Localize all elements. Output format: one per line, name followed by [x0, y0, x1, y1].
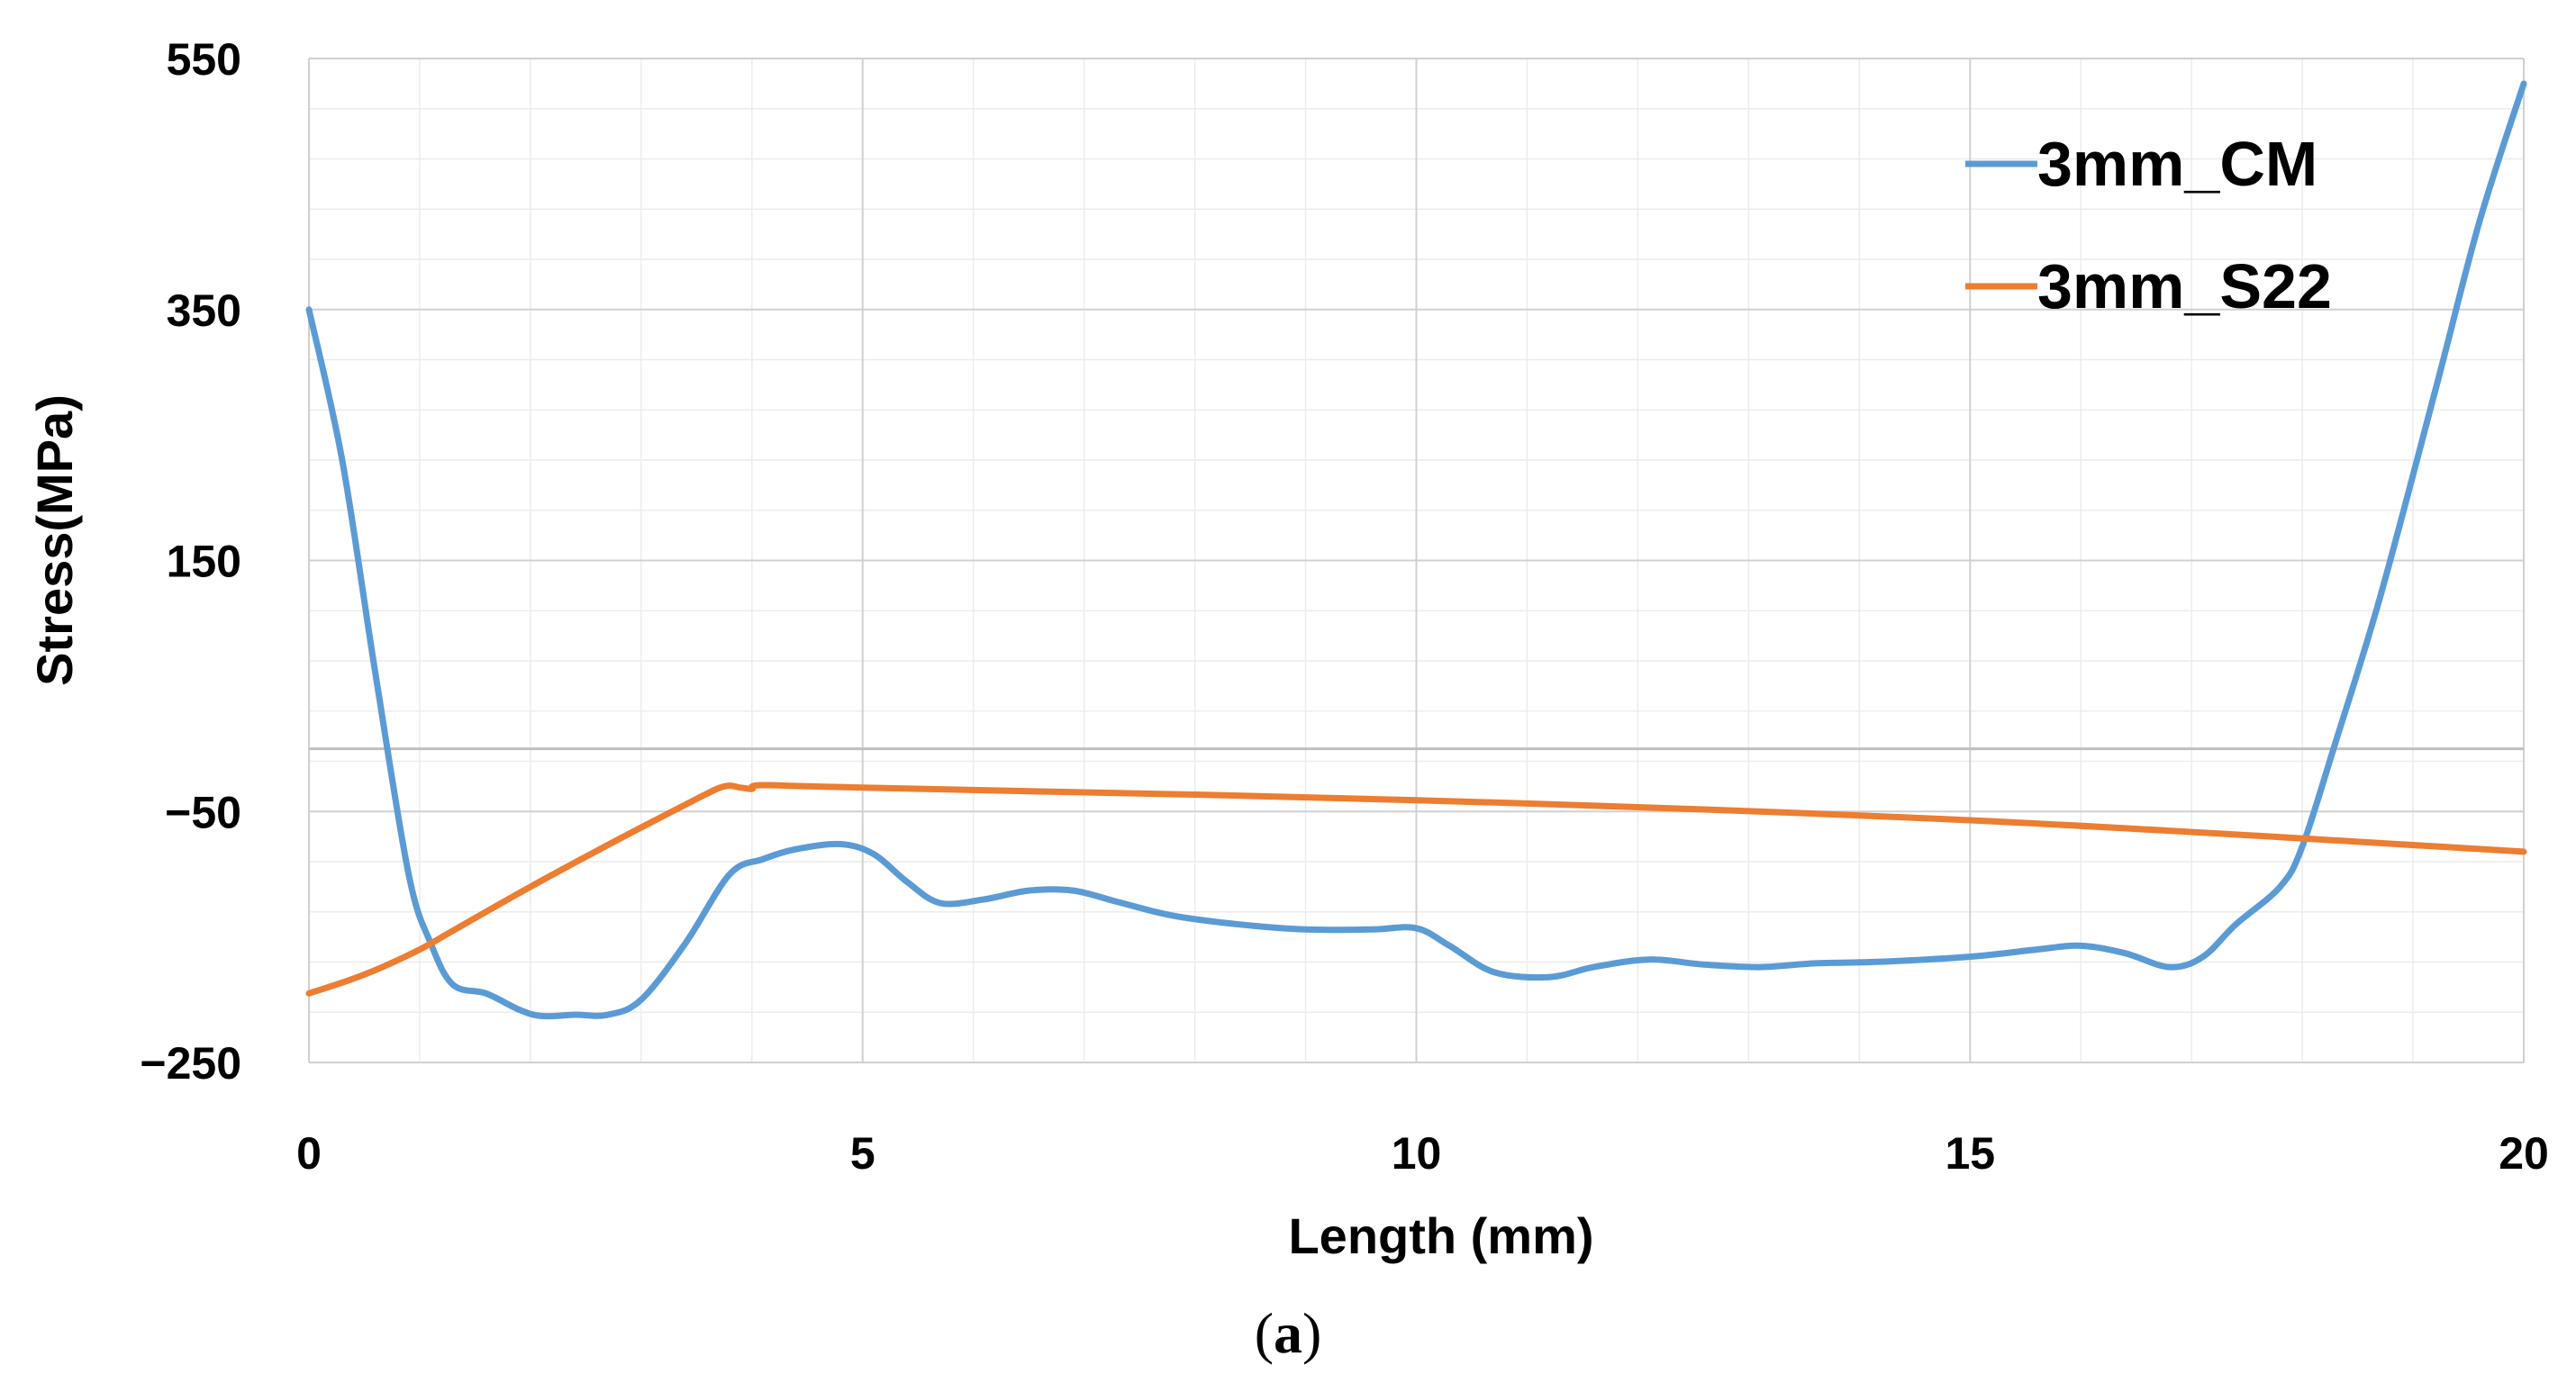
legend-label-3mm-cm: 3mm_CM: [2037, 129, 2317, 199]
caption-open-paren: (: [1255, 1301, 1274, 1365]
legend-label-3mm-s22: 3mm_S22: [2037, 251, 2332, 321]
y-tick-label: −50: [165, 787, 241, 837]
x-tick-label: 15: [1945, 1128, 1995, 1179]
series-layer: [305, 80, 2527, 1020]
y-tick-label: −250: [140, 1038, 241, 1089]
x-axis-title: Length (mm): [1288, 1207, 1593, 1264]
x-tick-labels: 0 5 10 15 20: [296, 1128, 2549, 1179]
x-tick-label: 5: [850, 1128, 875, 1179]
x-tick-label: 0: [296, 1128, 322, 1179]
y-tick-label: 550: [167, 34, 241, 85]
y-tick-label: 350: [167, 285, 241, 336]
caption-close-paren: ): [1302, 1301, 1321, 1365]
y-tick-label: 150: [167, 537, 241, 587]
series-line-3mm-cm: [305, 80, 2527, 1020]
y-axis-title: Stress(MPa): [26, 394, 83, 686]
caption-letter: a: [1274, 1301, 1302, 1365]
x-tick-label: 10: [1392, 1128, 1442, 1179]
legend: 3mm_CM 3mm_S22: [1965, 129, 2332, 321]
series-line-3mm-s22: [305, 782, 2527, 997]
x-tick-label: 20: [2499, 1128, 2549, 1179]
y-tick-labels: 550 350 150 −50 −250: [140, 34, 241, 1089]
figure-caption: (a): [1255, 1301, 1322, 1365]
